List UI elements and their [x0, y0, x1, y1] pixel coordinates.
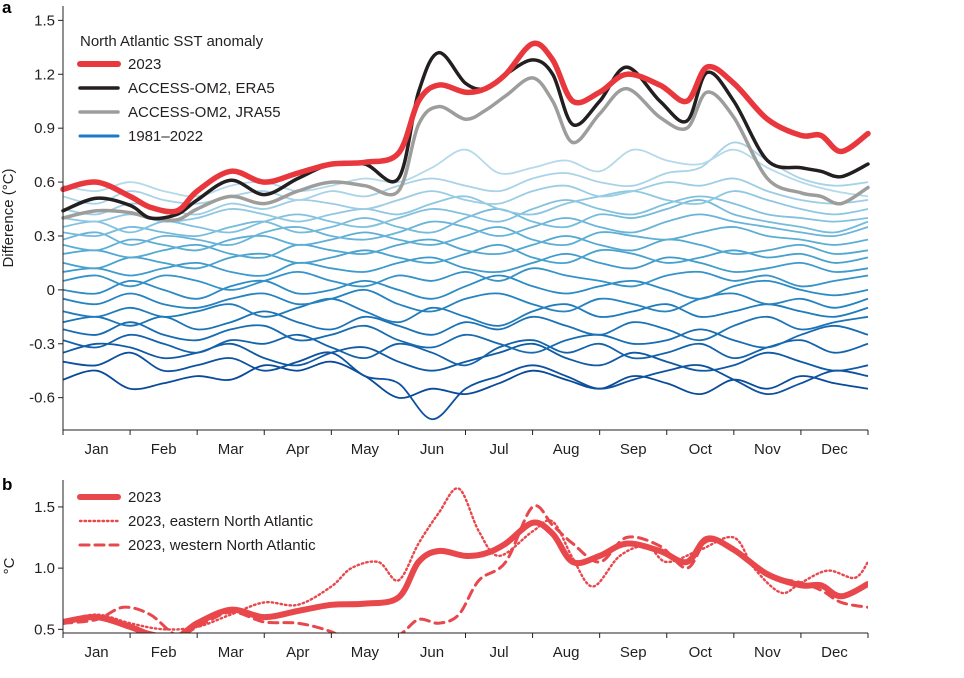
ensemble-line-3 — [62, 333, 869, 367]
y-tick-label-a-1: -0.3 — [29, 336, 55, 353]
x-tick-label-a-8: Sep — [620, 441, 647, 458]
ensemble-line-9 — [62, 267, 869, 291]
x-tick-label-b-4: May — [351, 644, 380, 661]
ensemble-line-15 — [62, 199, 869, 238]
legend-label-b-0: 2023 — [128, 489, 161, 506]
panel-b-series-lines — [63, 487, 868, 633]
ensemble-line-5 — [62, 310, 869, 342]
x-tick-label-a-1: Feb — [151, 441, 177, 458]
x-tick-label-b-2: Mar — [218, 644, 244, 661]
y-tick-label-b-1: 1.0 — [34, 560, 55, 577]
x-tick-label-b-3: Apr — [286, 644, 309, 661]
ensemble-line-20 — [62, 148, 869, 198]
legend-title: North Atlantic SST anomaly — [80, 33, 264, 50]
x-tick-label-a-10: Nov — [754, 441, 781, 458]
ensemble-line-6 — [62, 297, 869, 327]
panel-a-axes: -0.6 -0.3 0 0.3 0.6 0.9 1.2 1.5 Jan Feb Mar Apr May J… — [29, 6, 869, 458]
x-tick-label-b-1: Feb — [151, 644, 177, 661]
ensemble-line-11 — [62, 243, 869, 270]
ensemble-line-14 — [62, 213, 869, 246]
ensemble-line-0 — [62, 360, 869, 399]
panel-a-letter: a — [2, 0, 12, 17]
y-tick-label-a-5: 0.9 — [34, 120, 55, 137]
panel-a: a -0.6 -0.3 0 0.3 0.6 0.9 1.2 1.5 Jan Feb Mar Apr Ma… — [0, 0, 871, 458]
series-line-b-0 — [63, 519, 868, 633]
y-tick-label-a-0: -0.6 — [29, 390, 55, 407]
x-tick-label-a-11: Dec — [821, 441, 848, 458]
y-axis-title-b: °C — [1, 557, 18, 574]
x-tick-label-a-9: Oct — [689, 441, 713, 458]
panel-b-axes: 0.5 1.0 1.5 Jan Feb Mar Apr May Jun Jul Aug Sep Oct N… — [34, 480, 869, 661]
y-tick-label-a-3: 0.3 — [34, 228, 55, 245]
x-tick-label-b-9: Oct — [689, 644, 713, 661]
x-tick-label-b-8: Sep — [620, 644, 647, 661]
x-tick-label-b-10: Nov — [754, 644, 781, 661]
ensemble-line-2 — [62, 342, 869, 372]
series-line-0 — [60, 40, 871, 215]
ensemble-line-16 — [62, 195, 869, 234]
panel-b-legend: 2023 2023, eastern North Atlantic 2023, we… — [77, 489, 316, 554]
x-tick-label-b-11: Dec — [821, 644, 848, 661]
legend-label-b-1: 2023, eastern North Atlantic — [128, 513, 314, 530]
legend-label-a-1: ACCESS-OM2, ERA5 — [128, 80, 275, 97]
x-tick-label-b-7: Aug — [553, 644, 580, 661]
x-tick-label-a-4: May — [351, 441, 380, 458]
x-tick-label-a-0: Jan — [84, 441, 108, 458]
panel-b: b 0.5 1.0 1.5 Jan Feb Mar Apr May Jun Jul Aug Sep Oc… — [1, 475, 869, 661]
x-tick-label-a-5: Jun — [420, 441, 444, 458]
ensemble-line-7 — [62, 288, 869, 313]
legend-label-a-3: 1981–2022 — [128, 128, 203, 145]
x-tick-label-a-3: Apr — [286, 441, 309, 458]
x-tick-label-b-0: Jan — [84, 644, 108, 661]
legend-label-a-2: ACCESS-OM2, JRA55 — [128, 104, 281, 121]
y-tick-label-b-2: 1.5 — [34, 499, 55, 516]
ensemble-line-8 — [62, 274, 869, 300]
x-tick-label-a-7: Aug — [553, 441, 580, 458]
ensemble-line-18 — [62, 177, 869, 216]
series-line-2 — [61, 76, 870, 223]
ensemble-line-4 — [62, 321, 869, 354]
y-tick-label-b-0: 0.5 — [34, 621, 55, 638]
ensemble-line-13 — [62, 226, 869, 252]
y-tick-label-a-2: 0 — [47, 282, 55, 299]
main-series-lines — [60, 40, 871, 223]
y-tick-label-a-7: 1.5 — [34, 12, 55, 29]
ensemble-line-19 — [62, 141, 869, 205]
x-tick-label-a-2: Mar — [218, 441, 244, 458]
ensemble-line-10 — [62, 253, 869, 277]
x-tick-label-b-5: Jun — [420, 644, 444, 661]
x-tick-label-a-6: Jul — [489, 441, 508, 458]
ensemble-line-1 — [62, 351, 869, 421]
y-tick-label-a-6: 1.2 — [34, 66, 55, 83]
panel-b-letter: b — [2, 475, 12, 494]
y-tick-label-a-4: 0.6 — [34, 174, 55, 191]
y-axis-title-a: Difference (°C) — [0, 168, 17, 267]
x-tick-label-b-6: Jul — [489, 644, 508, 661]
panel-a-legend: North Atlantic SST anomaly 2023 ACCESS-OM… — [77, 33, 281, 145]
ensemble-line-12 — [62, 235, 869, 259]
ensemble-line-17 — [62, 190, 869, 223]
legend-label-a-0: 2023 — [128, 56, 161, 73]
ensemble-lines — [62, 141, 869, 421]
legend-label-b-2: 2023, western North Atlantic — [128, 537, 316, 554]
